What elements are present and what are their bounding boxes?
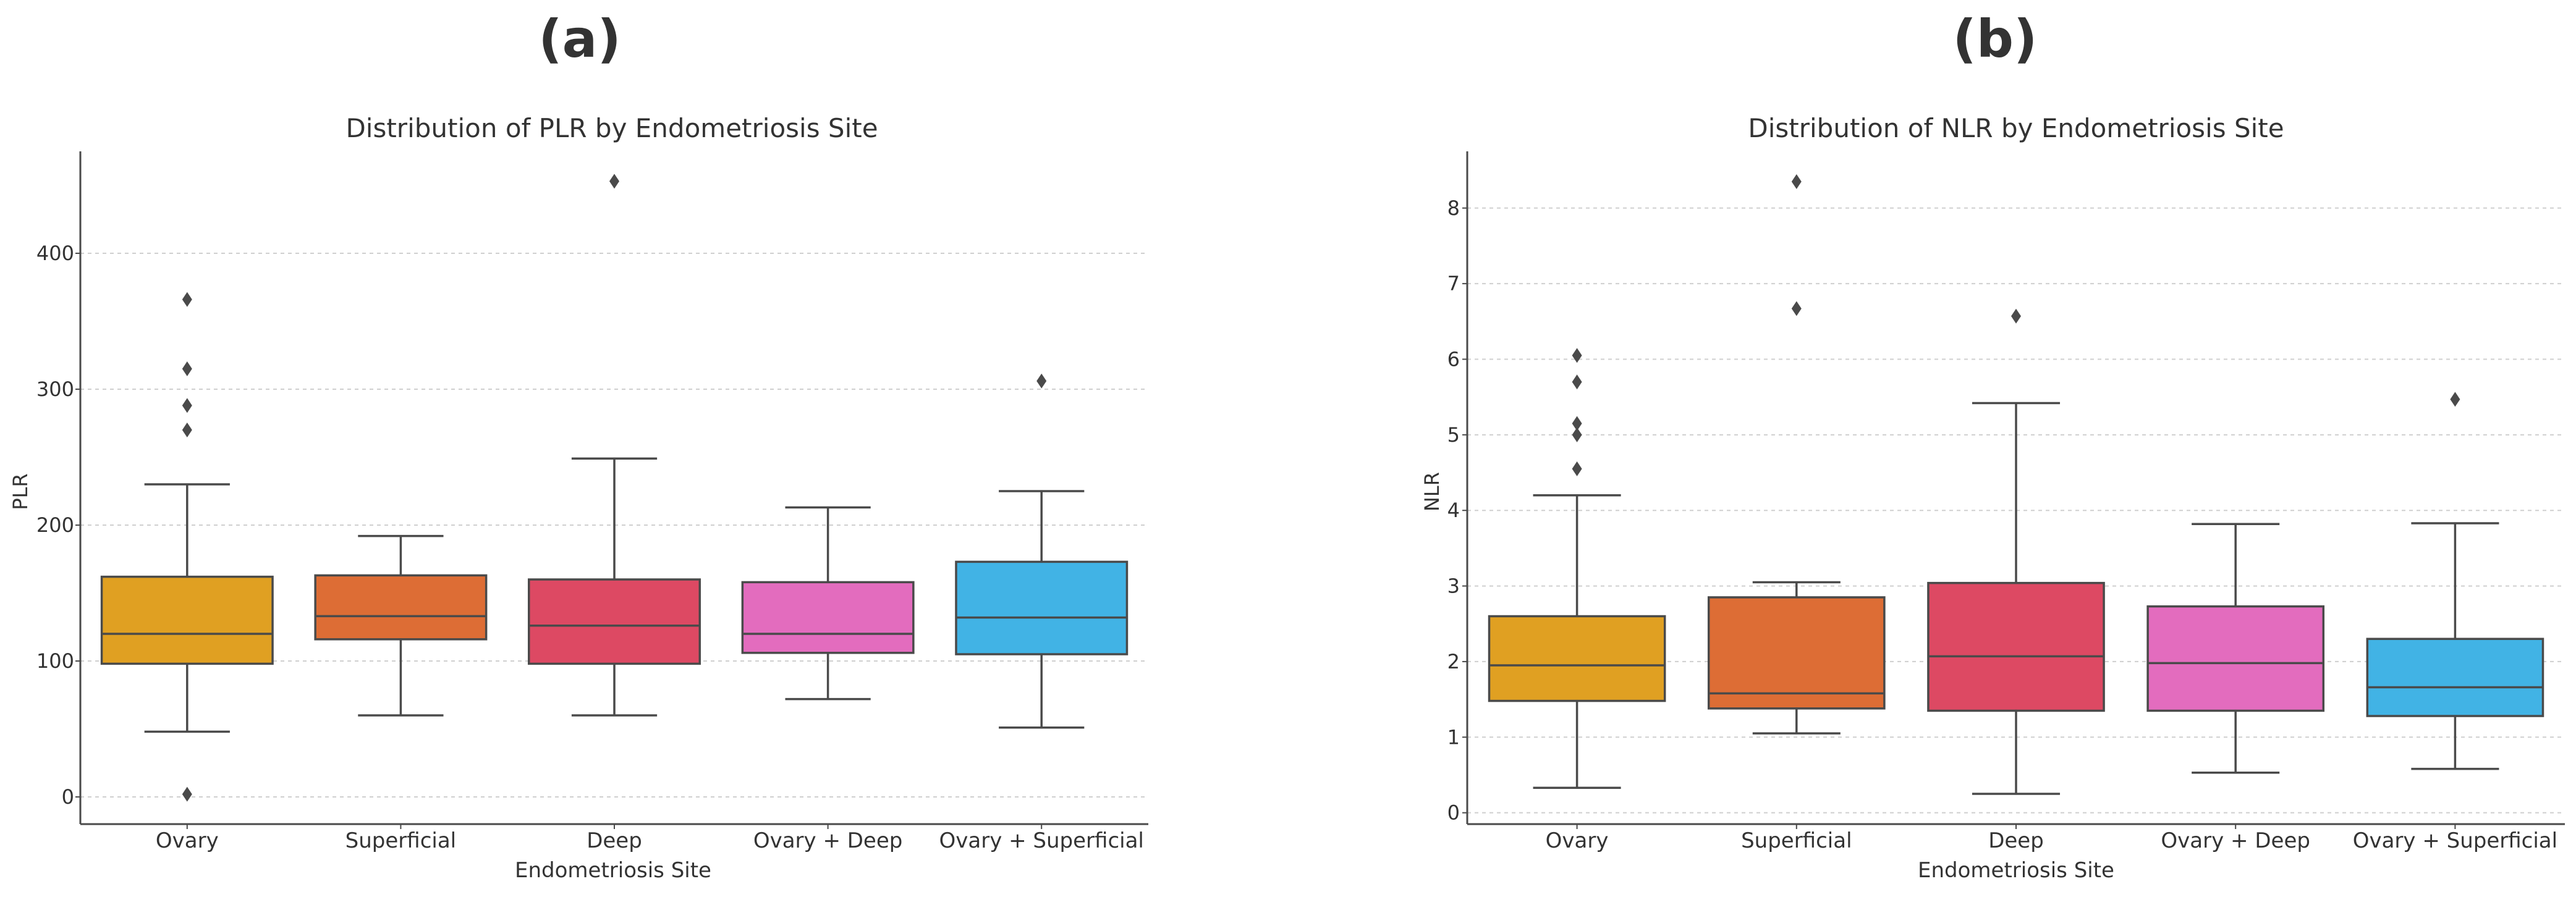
panel-b-boxes <box>1488 174 2544 795</box>
panel-a-box-ovary-deep <box>741 506 915 701</box>
outlier-point <box>182 361 192 376</box>
outlier-point <box>182 423 192 437</box>
panel-b-x-tick-label: Ovary + Superficial <box>2353 828 2557 853</box>
panel-b-axes: 0 1 2 3 4 5 6 7 8 Ovary Superficial Deep Ovary + Dee… <box>1447 151 2565 853</box>
panel-b-x-tick-label: Ovary <box>1546 828 1609 853</box>
panel-a-y-tick-label: 100 <box>36 649 74 673</box>
box-body <box>741 581 915 654</box>
outlier-point <box>2011 308 2021 324</box>
panel-a-box-ovary <box>100 292 274 802</box>
panel-a-x-tick-label: Deep <box>587 828 642 853</box>
panel-b-y-tick-label: 3 <box>1447 575 1460 598</box>
panel-b-box-ovary-deep <box>2146 523 2325 774</box>
panel-b-x-axis-label: Endometriosis Site <box>1918 858 2114 883</box>
box-body <box>1488 615 1666 702</box>
outlier-point <box>182 786 192 802</box>
panel-a-y-tick-label: 200 <box>36 513 74 537</box>
panel-a-box-ovary-superficial <box>955 373 1129 729</box>
outlier-point <box>1572 416 1582 431</box>
outlier-point <box>1572 427 1582 442</box>
panel-a-axes: 0 100 200 300 400 Ovary Superficial Deep Ovary +… <box>36 151 1148 853</box>
panel-a-x-tick-label: Ovary + Deep <box>753 828 903 853</box>
panel-b-box-superficial <box>1707 174 1886 735</box>
panel-a: (a) Distribution of PLR by Endometriosis… <box>9 9 1148 883</box>
panel-b-x-tick-label: Ovary + Deep <box>2161 828 2310 853</box>
panel-b-y-tick-label: 8 <box>1447 196 1460 220</box>
panel-a-y-tick-label: 0 <box>62 785 74 809</box>
panel-b-x-tick-label: Deep <box>1988 828 2044 853</box>
panel-a-y-axis-label: PLR <box>9 473 32 510</box>
panel-b-letter: (b) <box>1953 9 2038 69</box>
panel-a-x-tick-label: Ovary + Superficial <box>939 828 1144 853</box>
panel-b-box-ovary-superficial <box>2366 392 2544 770</box>
box-body <box>1707 596 1886 710</box>
box-body <box>1927 581 2105 712</box>
outlier-point <box>2450 392 2460 407</box>
outlier-point <box>1791 174 1802 189</box>
panel-b-y-tick-label: 2 <box>1447 650 1460 673</box>
outlier-point <box>1036 373 1047 389</box>
panel-a-letter: (a) <box>538 9 621 69</box>
panel-b-y-tick-label: 7 <box>1447 272 1460 295</box>
panel-b-y-tick-label: 6 <box>1447 347 1460 371</box>
outlier-point <box>1572 348 1582 363</box>
panel-a-box-deep <box>528 174 701 717</box>
panel-a-boxes <box>100 174 1129 802</box>
panel-b-box-ovary <box>1488 348 1666 790</box>
panel-a-title: Distribution of PLR by Endometriosis Sit… <box>345 113 878 143</box>
box-body <box>100 575 274 665</box>
panel-a-y-tick-label: 400 <box>36 242 74 265</box>
panel-b: (b) Distribution of NLR by Endometriosis… <box>1420 9 2565 883</box>
panel-b-y-tick-label: 4 <box>1447 499 1460 522</box>
outlier-point <box>609 174 619 189</box>
panel-b-title: Distribution of NLR by Endometriosis Sit… <box>1748 113 2284 143</box>
panel-b-x-tick-label: Superficial <box>1741 828 1852 853</box>
box-body <box>314 574 488 641</box>
box-body <box>2146 605 2325 712</box>
outlier-point <box>1572 461 1582 476</box>
panel-b-y-tick-label: 0 <box>1447 801 1460 825</box>
panel-a-x-tick-label: Superficial <box>345 828 456 853</box>
outlier-point <box>182 292 192 307</box>
panel-b-y-tick-label: 5 <box>1447 423 1460 447</box>
panel-a-x-axis-label: Endometriosis Site <box>515 858 711 883</box>
panel-a-y-tick-label: 300 <box>36 377 74 401</box>
panel-a-x-tick-label: Ovary <box>156 828 219 853</box>
panel-b-box-deep <box>1927 308 2105 795</box>
panel-a-box-superficial <box>314 534 488 717</box>
outlier-point <box>1791 301 1802 316</box>
box-body <box>2366 638 2544 717</box>
panel-b-y-axis-label: NLR <box>1420 472 1444 512</box>
outlier-point <box>1572 374 1582 390</box>
outlier-point <box>182 398 192 413</box>
box-body <box>955 560 1129 655</box>
box-body <box>528 578 701 665</box>
panel-b-y-tick-label: 1 <box>1447 725 1460 749</box>
